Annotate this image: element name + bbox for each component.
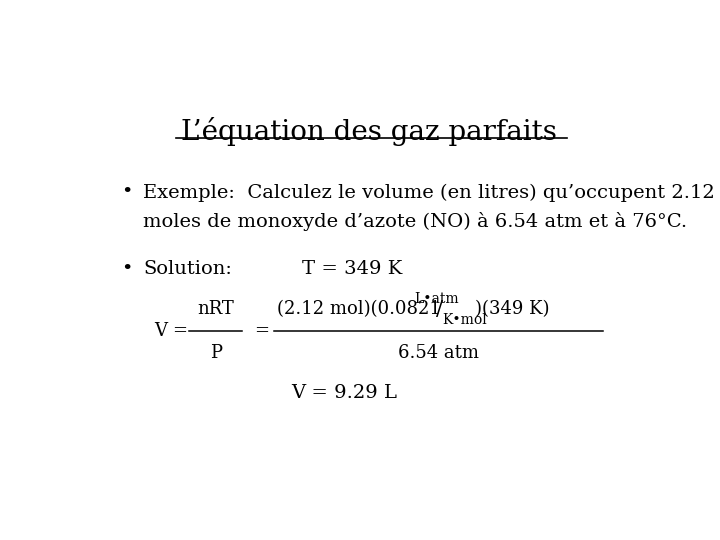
- Text: K•mol: K•mol: [443, 313, 487, 327]
- Text: V = 9.29 L: V = 9.29 L: [291, 384, 397, 402]
- Text: •: •: [121, 260, 132, 278]
- Text: L’équation des gaz parfaits: L’équation des gaz parfaits: [181, 117, 557, 146]
- Text: •: •: [121, 183, 132, 201]
- Text: Solution:: Solution:: [143, 260, 232, 278]
- Text: nRT: nRT: [197, 300, 234, 318]
- Text: )(349 K): )(349 K): [475, 300, 549, 318]
- Text: 6.54 atm: 6.54 atm: [398, 343, 480, 362]
- Text: (2.12 mol)(0.0821: (2.12 mol)(0.0821: [277, 300, 446, 318]
- Text: Exemple:  Calculez le volume (en litres) qu’occupent 2.12: Exemple: Calculez le volume (en litres) …: [143, 183, 715, 201]
- Text: $\mathregular{V}$ =: $\mathregular{V}$ =: [154, 322, 188, 340]
- Text: /: /: [436, 300, 443, 319]
- Text: moles de monoxyde d’azote (NO) à 6.54 atm et à 76°C.: moles de monoxyde d’azote (NO) à 6.54 at…: [143, 212, 687, 232]
- Text: P: P: [210, 343, 222, 362]
- Text: L•atm: L•atm: [415, 292, 459, 306]
- Text: =: =: [255, 322, 269, 340]
- Text: T = 349 K: T = 349 K: [302, 260, 402, 278]
